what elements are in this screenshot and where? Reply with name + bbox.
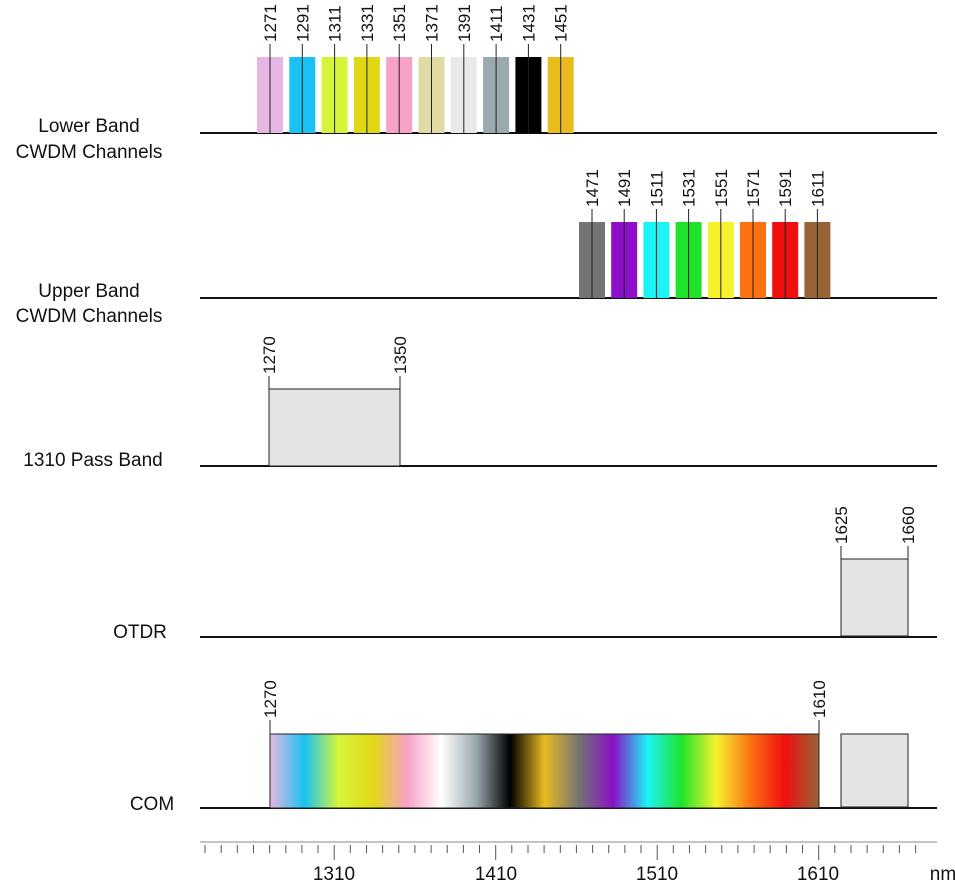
upper-channel-label-1551: 1551 bbox=[712, 169, 731, 207]
upper-channel-label-1611: 1611 bbox=[808, 170, 827, 207]
pass-band-start-label: 1270 bbox=[260, 336, 279, 374]
pass-band-end-label: 1350 bbox=[391, 336, 410, 374]
com-end-label: 1610 bbox=[810, 680, 829, 718]
upper-channel-label-1471: 1471 bbox=[583, 169, 602, 207]
lower-channel-label-1331: 1331 bbox=[358, 4, 377, 42]
otdr-start-label: 1625 bbox=[832, 506, 851, 544]
lower-channel-label-1271: 1271 bbox=[261, 4, 280, 42]
pass-band-label: 1310 Pass Band bbox=[23, 450, 162, 471]
upper-band-row: Upper Band CWDM Channels 1471 1491 1511 153… bbox=[16, 169, 937, 327]
com-row: COM 1270 1610 bbox=[130, 680, 937, 815]
otdr-end-label: 1660 bbox=[899, 506, 918, 544]
lower-channel-label-1371: 1371 bbox=[423, 4, 442, 42]
upper-band-channels: 1471 1491 1511 1531 1551 1571 1591 1611 bbox=[579, 169, 831, 298]
lower-channel-label-1291: 1291 bbox=[293, 4, 312, 42]
pass-band-row: 1310 Pass Band 1270 1350 bbox=[23, 336, 937, 471]
axis-label-1610: 1610 bbox=[797, 864, 839, 883]
pass-band-block bbox=[268, 388, 401, 467]
otdr-row: OTDR 1625 1660 bbox=[113, 506, 937, 643]
lower-channel-label-1411: 1411 bbox=[487, 5, 506, 42]
axis-minor-ticks bbox=[204, 845, 917, 860]
upper-band-label-line1: Upper Band bbox=[38, 281, 139, 302]
upper-band-label-line2: CWDM Channels bbox=[16, 306, 163, 327]
com-start-label: 1270 bbox=[261, 680, 280, 718]
axis-label-1310: 1310 bbox=[313, 864, 355, 883]
upper-channel-label-1511: 1511 bbox=[647, 170, 666, 207]
com-otdr-block bbox=[840, 733, 909, 808]
lower-channel-label-1451: 1451 bbox=[552, 4, 571, 42]
lower-band-label-line1: Lower Band bbox=[38, 116, 139, 137]
upper-channel-label-1531: 1531 bbox=[680, 169, 699, 207]
lower-channel-label-1431: 1431 bbox=[519, 4, 538, 42]
axis-unit-label: nm bbox=[930, 864, 955, 883]
otdr-block bbox=[840, 558, 909, 637]
com-spectrum-block bbox=[269, 733, 820, 809]
wavelength-axis: 1310 1410 1510 1610 nm bbox=[200, 841, 955, 883]
upper-channel-label-1591: 1591 bbox=[776, 169, 795, 207]
otdr-label: OTDR bbox=[113, 622, 167, 643]
com-label: COM bbox=[130, 794, 174, 815]
lower-band-row: Lower Band CWDM Channels 1271 1291 1311 133… bbox=[16, 4, 937, 163]
lower-band-channels: 1271 1291 1311 1331 1351 1371 1391 1411 1431 1451 bbox=[257, 4, 574, 133]
upper-channel-label-1491: 1491 bbox=[615, 169, 634, 207]
lower-band-label-line2: CWDM Channels bbox=[16, 142, 163, 163]
axis-label-1510: 1510 bbox=[636, 864, 678, 883]
lower-channel-label-1391: 1391 bbox=[455, 4, 474, 42]
lower-channel-label-1311: 1311 bbox=[326, 5, 345, 42]
upper-channel-label-1571: 1571 bbox=[744, 169, 763, 207]
lower-channel-label-1351: 1351 bbox=[390, 4, 409, 42]
axis-label-1410: 1410 bbox=[475, 864, 517, 883]
